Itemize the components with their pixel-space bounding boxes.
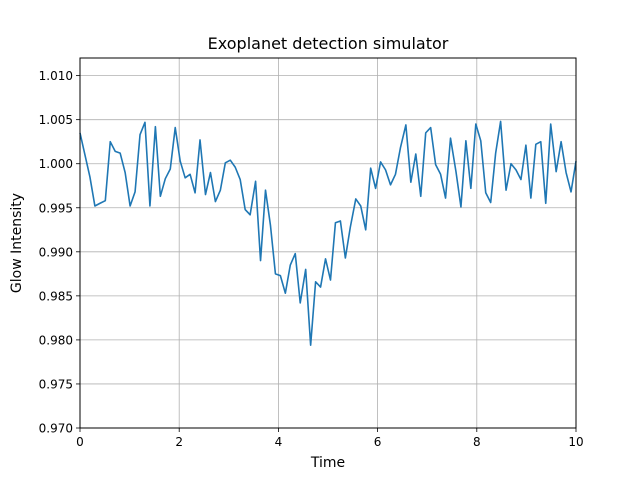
x-axis-label: Time [310,455,345,471]
axis-ticks: 0 2 4 6 8 10 0.970 0.975 0.980 0.985 0.990 0.995 1.0… [39,69,584,449]
plot-frame [79,57,577,429]
chart-title: Exoplanet detection simulator [208,34,449,53]
x-tick-label: 2 [175,435,183,449]
y-tick-label: 1.010 [39,69,73,83]
y-tick-label: 0.995 [39,201,73,215]
y-tick-label: 0.970 [39,422,73,436]
y-tick-label: 1.005 [39,113,73,127]
x-tick-label: 6 [374,435,382,449]
y-tick-label: 0.985 [39,289,73,303]
y-axis-label: Glow Intensity [9,193,25,293]
y-tick-label: 0.990 [39,245,73,259]
x-tick-label: 10 [568,435,583,449]
x-tick-label: 8 [473,435,481,449]
y-tick-label: 0.975 [39,377,73,391]
x-tick-label: 4 [275,435,283,449]
y-tick-label: 0.980 [39,333,73,347]
data-layer [79,120,577,346]
y-tick-label: 1.000 [39,157,73,171]
series-line [79,120,577,346]
x-tick-label: 0 [76,435,84,449]
